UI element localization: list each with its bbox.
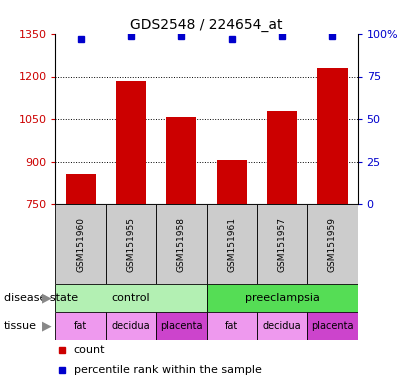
Bar — [106, 204, 156, 284]
Bar — [156, 312, 206, 340]
Text: preeclampsia: preeclampsia — [245, 293, 319, 303]
Bar — [307, 312, 358, 340]
Bar — [116, 81, 146, 204]
Text: ▶: ▶ — [42, 319, 51, 333]
Title: GDS2548 / 224654_at: GDS2548 / 224654_at — [130, 18, 283, 31]
Bar — [317, 68, 347, 204]
Text: fat: fat — [225, 321, 238, 331]
Bar — [66, 174, 96, 204]
Text: percentile rank within the sample: percentile rank within the sample — [74, 365, 261, 375]
Bar — [206, 312, 257, 340]
Text: decidua: decidua — [263, 321, 301, 331]
Text: GSM151959: GSM151959 — [328, 217, 337, 271]
Text: placenta: placenta — [160, 321, 203, 331]
Text: GSM151961: GSM151961 — [227, 217, 236, 271]
Text: decidua: decidua — [112, 321, 150, 331]
Text: GSM151960: GSM151960 — [76, 217, 85, 271]
Bar — [257, 312, 307, 340]
Bar — [55, 312, 106, 340]
Bar — [267, 111, 297, 204]
Bar — [206, 204, 257, 284]
Bar — [307, 204, 358, 284]
Bar — [257, 204, 307, 284]
Bar — [166, 117, 196, 204]
Bar — [55, 204, 106, 284]
Bar — [55, 284, 206, 312]
Text: placenta: placenta — [311, 321, 353, 331]
Text: GSM151958: GSM151958 — [177, 217, 186, 271]
Bar — [206, 284, 358, 312]
Bar — [156, 204, 206, 284]
Text: disease state: disease state — [4, 293, 78, 303]
Bar — [217, 160, 247, 204]
Text: tissue: tissue — [4, 321, 37, 331]
Text: control: control — [112, 293, 150, 303]
Text: fat: fat — [74, 321, 87, 331]
Text: GSM151957: GSM151957 — [277, 217, 286, 271]
Text: count: count — [74, 345, 105, 355]
Bar — [106, 312, 156, 340]
Text: GSM151955: GSM151955 — [127, 217, 136, 271]
Text: ▶: ▶ — [42, 291, 51, 305]
